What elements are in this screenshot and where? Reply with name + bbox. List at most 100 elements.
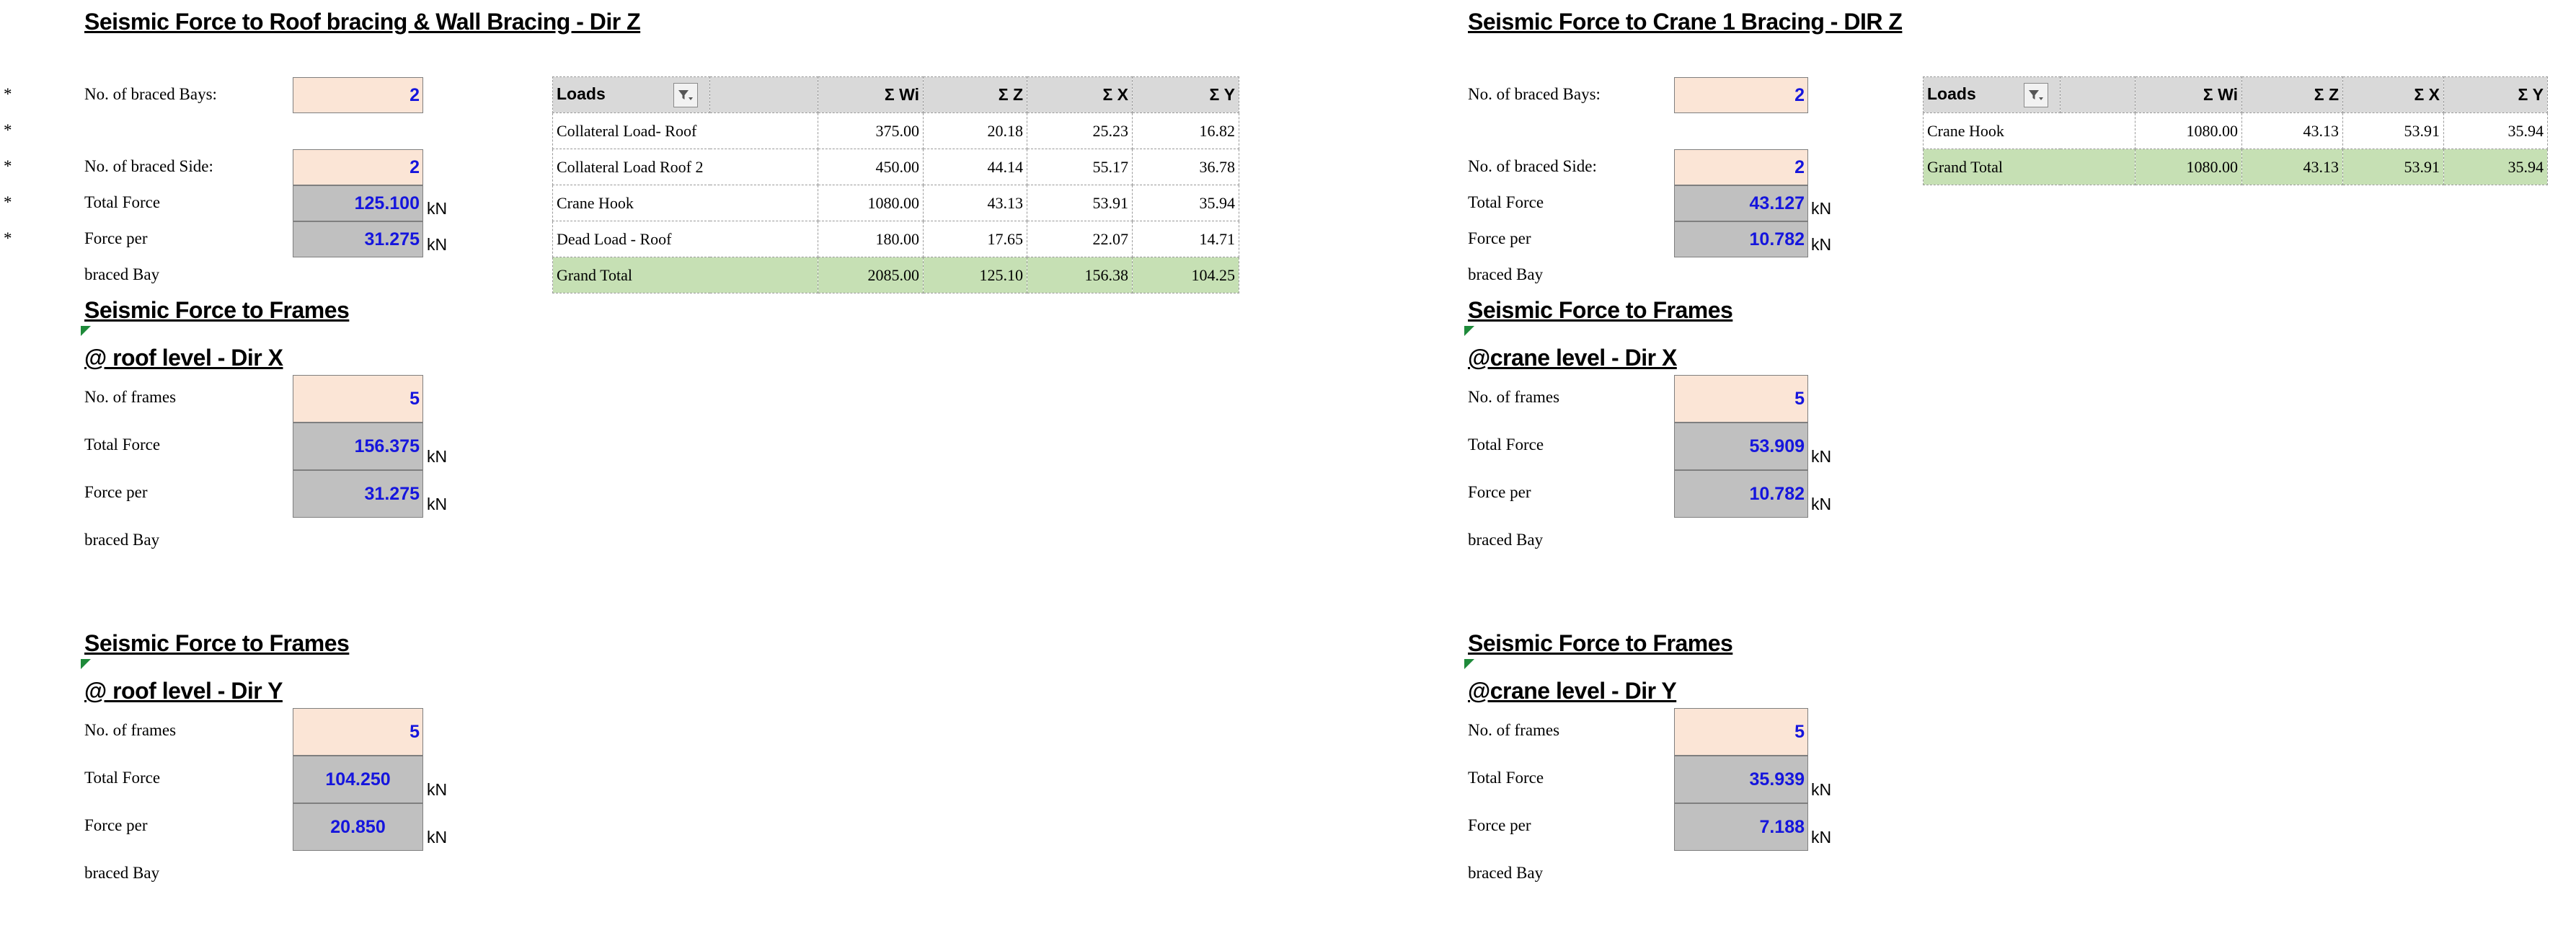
force-per-value[interactable]: 31.275	[293, 470, 423, 518]
sum-x: 53.91	[1027, 185, 1133, 221]
load-name: Collateral Load- Roof	[552, 112, 818, 149]
table-header-row: Loads Σ Wi Σ Z Σ X Σ Y	[552, 76, 1239, 113]
force-per-label: Force per	[84, 816, 148, 834]
sum-z: 44.14	[923, 149, 1027, 185]
row-marker: *	[4, 193, 12, 211]
column-header-sum-y: Σ Y	[2443, 76, 2548, 113]
sum-x: 22.07	[1027, 221, 1133, 257]
column-header-sum-x: Σ X	[1027, 76, 1133, 113]
section-title-crane-bracing-z: Seismic Force to Crane 1 Bracing - DIR Z	[1468, 9, 1903, 35]
force-per-label: Force per	[1468, 816, 1531, 834]
section-title-frames: Seismic Force to Frames	[84, 297, 350, 323]
sum-y: 36.78	[1132, 149, 1239, 185]
load-name: Dead Load - Roof	[552, 221, 818, 257]
loads-pivot-table: Loads Σ Wi Σ Z Σ X Σ Y Collateral Load- …	[552, 76, 1239, 293]
comment-marker-icon	[1464, 326, 1474, 336]
table-row[interactable]: Crane Hook 1080.00 43.13 53.91 35.94	[552, 185, 1239, 221]
force-per-value[interactable]: 10.782	[1674, 470, 1808, 518]
table-row[interactable]: Crane Hook 1080.00 43.13 53.91 35.94	[1923, 112, 2548, 149]
load-name: Crane Hook	[552, 185, 818, 221]
braced-sides-label: No. of braced Side:	[1468, 157, 1597, 175]
sum-wi: 1080.00	[818, 185, 924, 221]
table-header-row: Loads Σ Wi Σ Z Σ X Σ Y	[1923, 76, 2548, 113]
unit-label: kN	[1811, 495, 1832, 513]
sum-x: 53.91	[2342, 149, 2444, 185]
braced-sides-input[interactable]: 2	[293, 149, 423, 185]
frames-count-input[interactable]: 5	[293, 708, 423, 756]
unit-label: kN	[1811, 235, 1832, 254]
table-row[interactable]: Collateral Load Roof 2 450.00 44.14 55.1…	[552, 149, 1239, 185]
row-marker: *	[4, 229, 12, 247]
filter-dropdown-icon[interactable]	[2024, 82, 2049, 107]
braced-bay-label: braced Bay	[1468, 864, 1544, 882]
braced-bays-input[interactable]: 2	[293, 77, 423, 113]
table-row[interactable]: Collateral Load- Roof 375.00 20.18 25.23…	[552, 112, 1239, 149]
braced-bay-label: braced Bay	[1468, 531, 1544, 549]
frames-count-label: No. of frames	[84, 388, 177, 406]
sum-x: 53.91	[2342, 112, 2444, 149]
column-header-label: Loads	[557, 84, 606, 103]
comment-marker-icon	[81, 326, 91, 336]
row-marker: *	[4, 85, 12, 103]
sum-y: 35.94	[1132, 185, 1239, 221]
unit-label: kN	[1811, 199, 1832, 218]
sum-y: 16.82	[1132, 112, 1239, 149]
total-force-value[interactable]: 104.250	[293, 756, 423, 803]
force-per-value[interactable]: 31.275	[293, 221, 423, 257]
force-per-value[interactable]: 20.850	[293, 803, 423, 851]
force-per-value[interactable]: 7.188	[1674, 803, 1808, 851]
total-force-value[interactable]: 43.127	[1674, 185, 1808, 221]
unit-label: kN	[427, 828, 448, 846]
column-header-sum-wi: Σ Wi	[818, 76, 924, 113]
grand-total-row[interactable]: Grand Total 1080.00 43.13 53.91 35.94	[1923, 149, 2548, 185]
total-force-label: Total Force	[1468, 193, 1544, 211]
force-per-label: Force per	[1468, 483, 1531, 501]
force-per-value[interactable]: 10.782	[1674, 221, 1808, 257]
column-header-label: Loads	[1927, 84, 1976, 103]
unit-label: kN	[427, 447, 448, 466]
sum-wi: 2085.00	[818, 257, 924, 293]
unit-label: kN	[427, 199, 448, 218]
sum-z: 20.18	[923, 112, 1027, 149]
column-header-sum-wi: Σ Wi	[2135, 76, 2242, 113]
sum-z: 125.10	[923, 257, 1027, 293]
comment-marker-icon	[1464, 659, 1474, 669]
force-per-label: Force per	[84, 229, 148, 247]
column-header-spacer	[709, 76, 818, 113]
unit-label: kN	[1811, 780, 1832, 799]
section-title-roof-bracing-z: Seismic Force to Roof bracing & Wall Bra…	[84, 9, 641, 35]
comment-marker-icon	[81, 659, 91, 669]
braced-bays-label: No. of braced Bays:	[84, 85, 217, 103]
sum-y: 104.25	[1132, 257, 1239, 293]
column-header-sum-z: Σ Z	[923, 76, 1027, 113]
frames-count-input[interactable]: 5	[293, 375, 423, 423]
sum-y: 35.94	[2443, 112, 2548, 149]
filter-dropdown-icon[interactable]	[673, 82, 699, 107]
table-row[interactable]: Dead Load - Roof 180.00 17.65 22.07 14.7…	[552, 221, 1239, 257]
frames-count-input[interactable]: 5	[1674, 375, 1808, 423]
section-subtitle-crane-dir-x: @crane level - Dir X	[1468, 345, 1677, 371]
sum-z: 43.13	[2241, 149, 2343, 185]
section-subtitle-crane-dir-y: @crane level - Dir Y	[1468, 678, 1677, 704]
braced-bays-label: No. of braced Bays:	[1468, 85, 1601, 103]
column-header-spacer	[2060, 76, 2135, 113]
braced-bays-input[interactable]: 2	[1674, 77, 1808, 113]
sum-y: 35.94	[2443, 149, 2548, 185]
braced-bay-label: braced Bay	[1468, 265, 1544, 283]
braced-sides-input[interactable]: 2	[1674, 149, 1808, 185]
force-per-label: Force per	[1468, 229, 1531, 247]
frames-count-input[interactable]: 5	[1674, 708, 1808, 756]
braced-bay-label: braced Bay	[84, 864, 160, 882]
total-force-label: Total Force	[1468, 769, 1544, 787]
column-header-sum-x: Σ X	[2342, 76, 2444, 113]
sum-wi: 180.00	[818, 221, 924, 257]
total-force-value[interactable]: 125.100	[293, 185, 423, 221]
total-force-value[interactable]: 156.375	[293, 423, 423, 470]
braced-bay-label: braced Bay	[84, 531, 160, 549]
column-header-loads: Loads	[1923, 76, 2061, 113]
total-force-value[interactable]: 35.939	[1674, 756, 1808, 803]
total-force-label: Total Force	[84, 193, 161, 211]
load-name: Collateral Load Roof 2	[552, 149, 818, 185]
total-force-value[interactable]: 53.909	[1674, 423, 1808, 470]
grand-total-row[interactable]: Grand Total 2085.00 125.10 156.38 104.25	[552, 257, 1239, 293]
